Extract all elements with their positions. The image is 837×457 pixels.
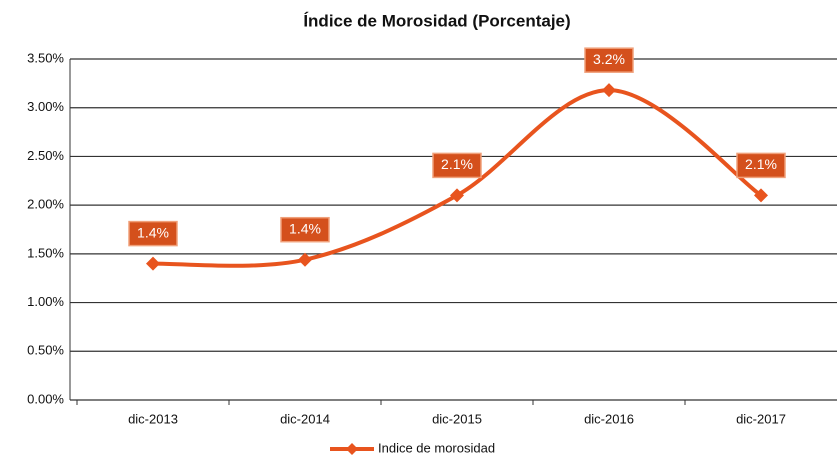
y-tick-label: 1.00% xyxy=(27,294,64,309)
y-tick-label: 1.50% xyxy=(27,245,64,260)
x-tick-label: dic-2013 xyxy=(128,411,178,426)
y-tick-label: 3.00% xyxy=(27,99,64,114)
marker xyxy=(146,256,160,271)
marker xyxy=(298,252,312,267)
y-tick-label: 0.50% xyxy=(27,343,64,358)
marker xyxy=(602,83,616,98)
data-label: 2.1% xyxy=(441,156,473,172)
data-label-box xyxy=(736,152,786,179)
data-label: 1.4% xyxy=(289,220,321,236)
data-label-box xyxy=(584,47,634,73)
line xyxy=(152,88,763,268)
marker xyxy=(450,188,464,203)
legend-label: Indice de morosidad xyxy=(378,440,495,455)
x-tick-label: dic-2017 xyxy=(736,411,786,426)
data-label-box xyxy=(432,152,482,179)
data-label-box xyxy=(128,220,178,247)
x-tick-label: dic-2015 xyxy=(432,411,482,426)
chart-title: Índice de Morosidad (Porcentaje) xyxy=(303,11,570,30)
x-tick-label: dic-2016 xyxy=(584,411,634,426)
legend-marker xyxy=(346,443,358,455)
y-tick-label: 0.00% xyxy=(27,391,64,406)
marker xyxy=(754,188,768,203)
x-tick-label: dic-2014 xyxy=(280,411,330,426)
y-tick-label: 2.00% xyxy=(27,197,64,212)
y-tick-label: 3.50% xyxy=(27,50,64,65)
data-label: 2.1% xyxy=(745,156,777,172)
data-label-box xyxy=(280,216,330,243)
data-label: 3.2% xyxy=(593,51,625,67)
data-label: 1.4% xyxy=(137,224,169,240)
y-tick-label: 2.50% xyxy=(27,148,64,163)
